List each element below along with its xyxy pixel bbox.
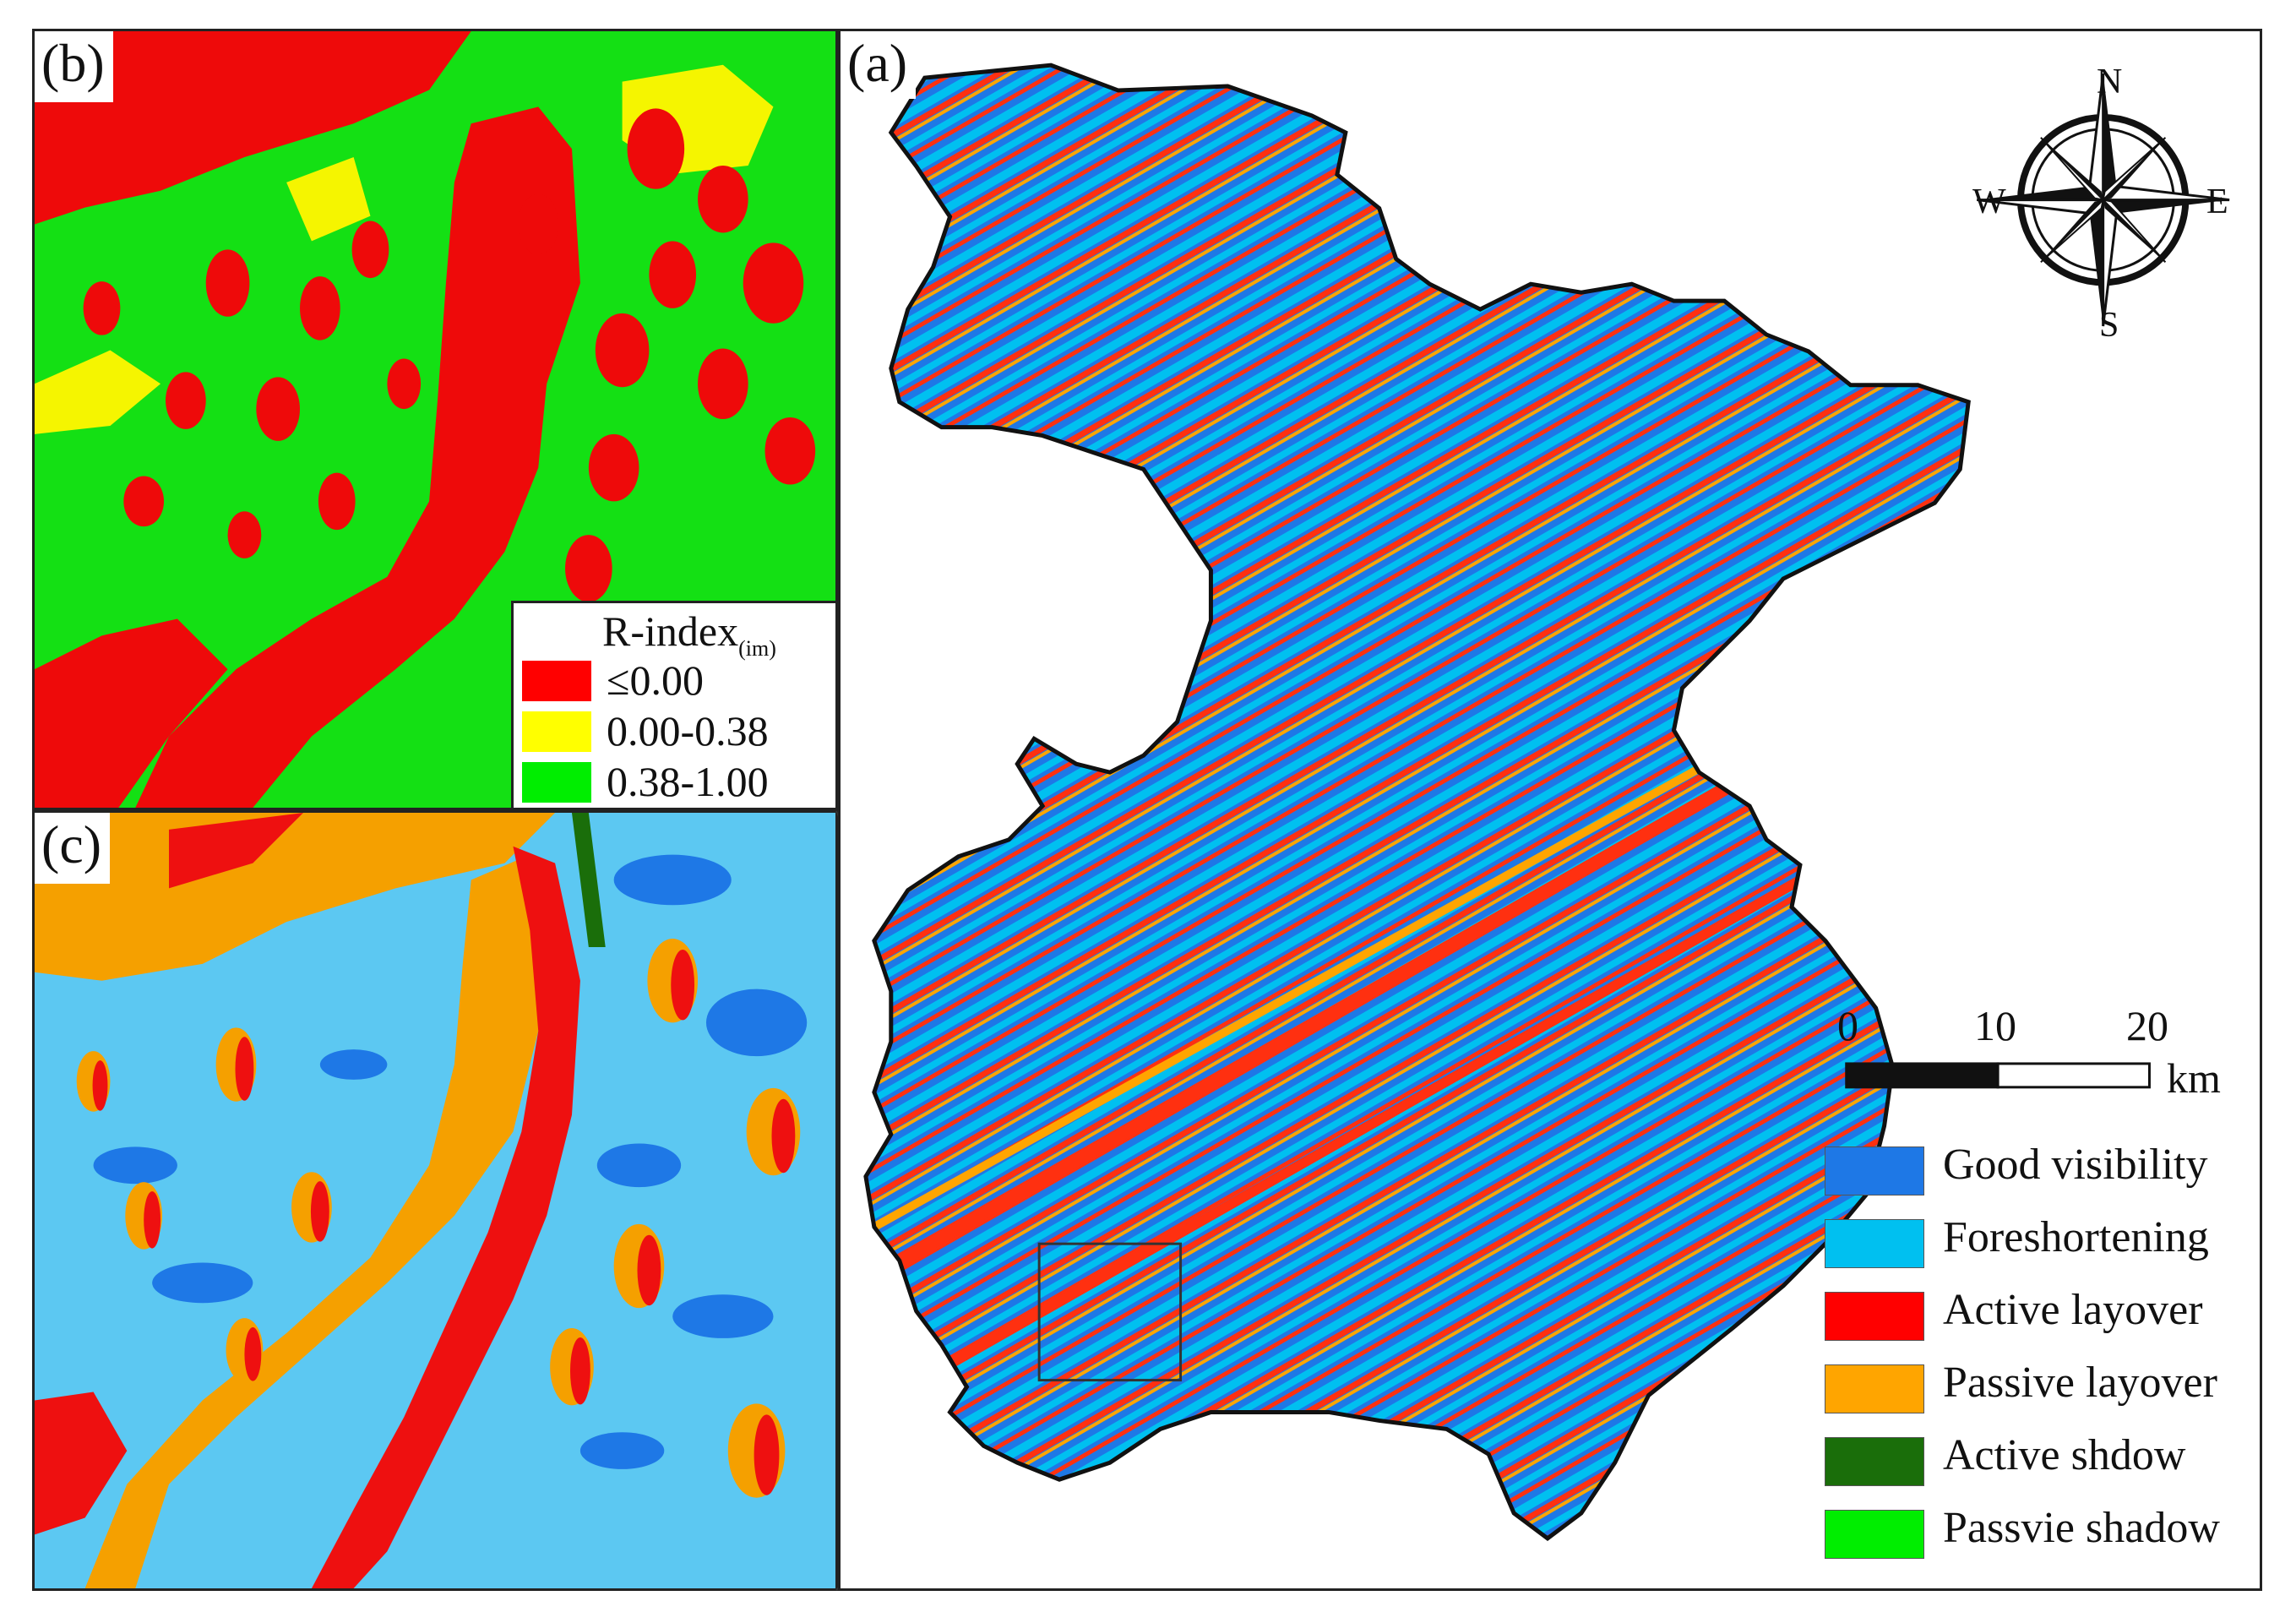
rindex-legend-label: 0.38-1.00 <box>607 758 769 805</box>
panel-c-visibility-zoom: (c) <box>32 810 838 1591</box>
class-legend-swatch <box>1825 1146 1924 1195</box>
rindex-legend: R-index(im) ≤0.00 0.00-0.38 0.38-1.00 <box>511 601 835 808</box>
visibility-zoom-image <box>35 813 835 1588</box>
rindex-legend-swatch <box>522 661 591 701</box>
class-legend-item: Passive layover <box>1825 1358 2247 1417</box>
compass-east-label: E <box>2206 182 2228 221</box>
class-legend-label: Active shdow <box>1943 1431 2186 1479</box>
class-legend-swatch <box>1825 1219 1924 1268</box>
class-legend-label: Passvie shadow <box>1943 1504 2220 1552</box>
class-legend-item: Good visibility <box>1825 1140 2247 1199</box>
class-legend-swatch <box>1825 1364 1924 1413</box>
scale-tick-label: 20 <box>2126 1002 2168 1049</box>
rindex-legend-item: 0.00-0.38 <box>522 706 835 755</box>
class-legend-swatch <box>1825 1292 1924 1341</box>
scale-unit-label: km <box>2167 1054 2221 1102</box>
class-legend-label: Passive layover <box>1943 1359 2217 1407</box>
north-arrow-compass <box>1977 73 2230 327</box>
rindex-legend-title: R-index(im) <box>602 607 776 662</box>
rindex-legend-swatch <box>522 762 591 803</box>
class-legend-item: Active layover <box>1825 1285 2247 1344</box>
compass-west-label: W <box>1972 182 2006 221</box>
panel-c-label: (c) <box>35 813 111 884</box>
rindex-legend-label: 0.00-0.38 <box>607 707 769 754</box>
rindex-legend-label: ≤0.00 <box>607 656 704 704</box>
compass-south-label: S <box>2099 306 2119 345</box>
class-legend-item: Passvie shadow <box>1825 1503 2247 1562</box>
class-legend-label: Active layover <box>1943 1286 2203 1334</box>
scale-bar <box>1845 1062 2151 1089</box>
rindex-legend-swatch <box>522 711 591 752</box>
zoom-inset-box <box>1037 1242 1183 1382</box>
class-legend-label: Good visibility <box>1943 1141 2208 1189</box>
panel-b-label: (b) <box>35 31 113 102</box>
panel-b-rindex-map: (b) R-index(im) ≤0.00 0.00-0.38 0.38-1.0… <box>32 29 838 810</box>
scale-tick-label: 0 <box>1837 1002 1858 1049</box>
rindex-legend-title-subscript: (im) <box>738 636 776 661</box>
rindex-legend-item: ≤0.00 <box>522 656 835 705</box>
rindex-legend-title-text: R-index <box>602 607 739 655</box>
class-legend-swatch <box>1825 1510 1924 1559</box>
scale-tick-label: 10 <box>1974 1002 2016 1049</box>
class-legend-swatch <box>1825 1437 1924 1486</box>
panel-a-label: (a) <box>841 31 917 99</box>
class-legend-label: Foreshortening <box>1943 1213 2209 1261</box>
class-legend-item: Foreshortening <box>1825 1212 2247 1272</box>
rindex-legend-item: 0.38-1.00 <box>522 757 835 806</box>
panel-a-study-area-map: (a) N S E W 0 10 20 km Good visibility F… <box>838 29 2262 1591</box>
study-area-map <box>841 31 2230 1588</box>
compass-north-label: N <box>2097 63 2123 101</box>
rindex-map-image <box>35 31 835 808</box>
class-legend-item: Active shdow <box>1825 1430 2247 1490</box>
